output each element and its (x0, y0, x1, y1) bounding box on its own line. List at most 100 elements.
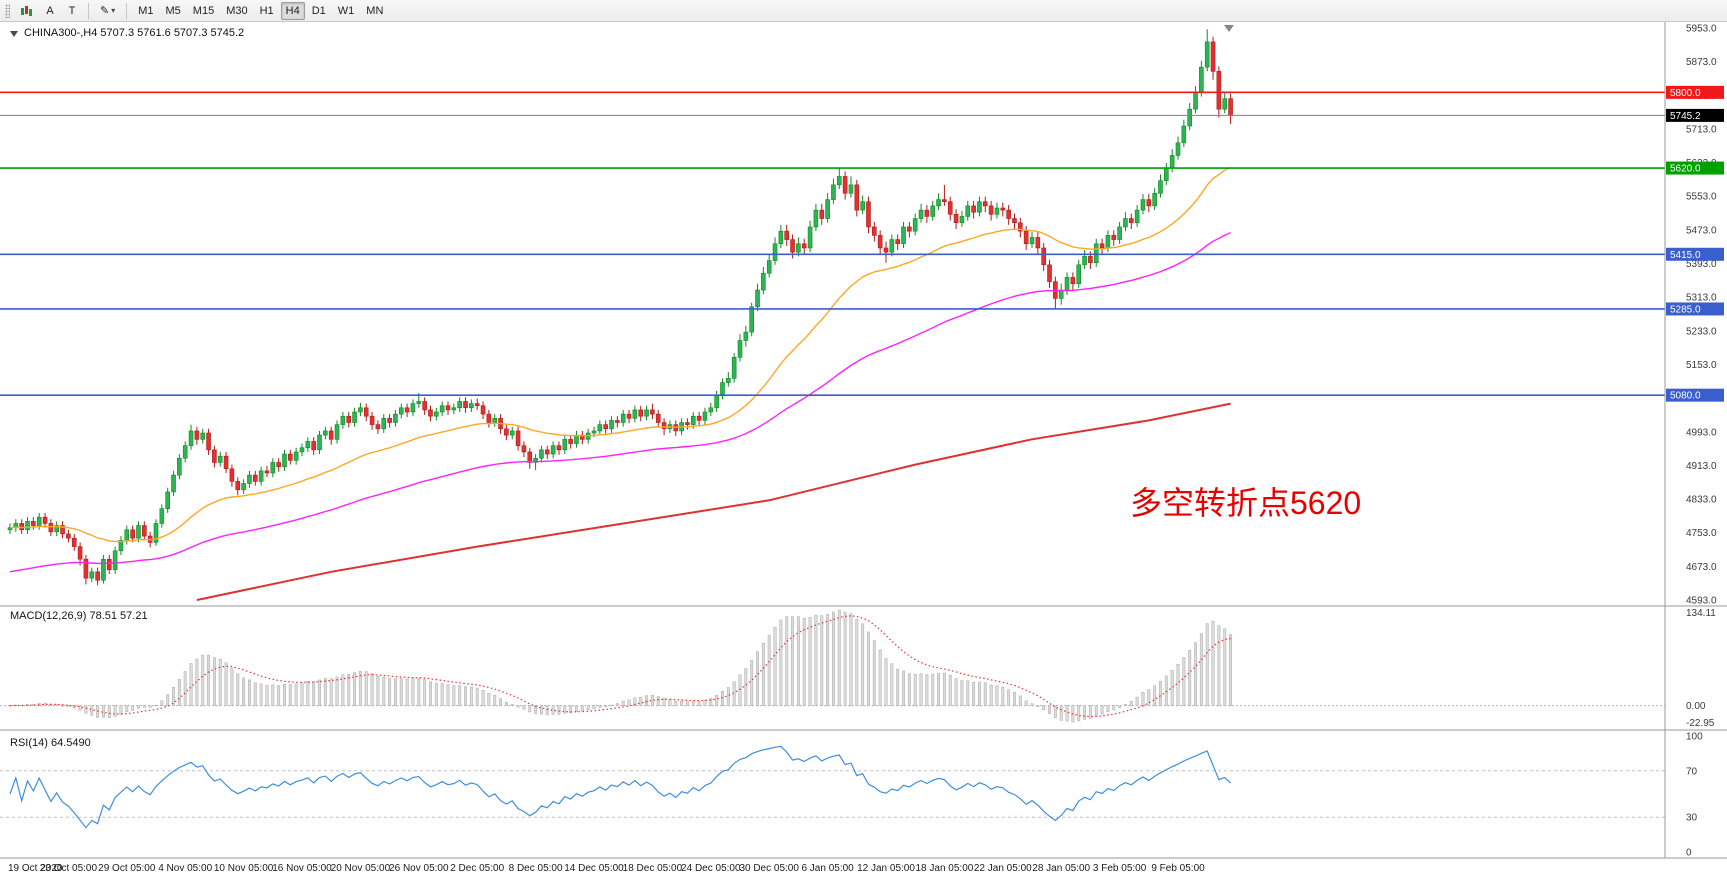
candle (761, 266, 766, 295)
timeframe-button-w1[interactable]: W1 (333, 2, 360, 20)
candle (106, 554, 112, 574)
candle (1082, 250, 1087, 269)
trendline-tool-button[interactable]: T (62, 2, 82, 20)
candle (19, 519, 24, 534)
price-chart-canvas[interactable]: CHINA300-,H4 5707.3 5761.6 5707.3 5745.2… (0, 22, 1727, 883)
candle (305, 437, 311, 452)
candle (655, 409, 661, 428)
timeframe-button-mn[interactable]: MN (361, 2, 388, 20)
candle (171, 470, 176, 497)
text-annotation-button[interactable]: A (40, 2, 60, 20)
candle (620, 409, 626, 427)
candle (988, 200, 994, 221)
candle (907, 221, 912, 238)
timeframe-button-h4[interactable]: H4 (280, 1, 305, 20)
candle (708, 402, 714, 417)
candle (323, 426, 328, 440)
candle (276, 458, 281, 472)
price-tag-5415.0: 5415.0 (1666, 247, 1724, 261)
macd-indicator-label: MACD(12,26,9) 78.51 57.21 (10, 610, 148, 622)
toolbar-drag-handle[interactable] (5, 3, 10, 18)
candle (288, 449, 293, 465)
toolbar: A T ✎ ▾ M1 M5 M15 M30 H1 H4 D1 W1 MN (0, 0, 1727, 22)
price-axis-label: 5153.0 (1686, 360, 1717, 371)
candle (469, 399, 474, 412)
candle (772, 237, 778, 265)
svg-text:5285.0: 5285.0 (1670, 304, 1701, 315)
candle (994, 202, 1000, 219)
timeframe-button-d1[interactable]: D1 (307, 2, 331, 20)
candlesticks (7, 29, 1233, 586)
candle (223, 451, 229, 473)
timeframe-button-m30[interactable]: M30 (221, 2, 252, 20)
candle (71, 533, 77, 551)
chart-annotation[interactable]: 多空转折点5620 (1130, 485, 1361, 521)
timeframe-button-group: M1 M5 M15 M30 H1 H4 D1 W1 MN (132, 1, 389, 20)
candle (247, 470, 252, 488)
candle (959, 210, 965, 227)
candle (317, 430, 322, 455)
candle (293, 447, 299, 465)
price-axis-label: 4833.0 (1686, 495, 1717, 506)
timeframe-button-m1[interactable]: M1 (133, 2, 158, 20)
rsi-axis-label: 0 (1686, 848, 1692, 859)
candle (13, 519, 19, 532)
toolbar-separator (126, 2, 128, 19)
price-tag-5080.0: 5080.0 (1666, 388, 1724, 402)
candle (340, 411, 346, 429)
candle (1158, 174, 1163, 198)
candle (130, 525, 135, 543)
candle (702, 407, 708, 425)
candle (574, 430, 579, 448)
candle (346, 411, 352, 428)
price-axis-label: 4753.0 (1686, 528, 1717, 539)
candle (504, 424, 509, 441)
candle (942, 184, 947, 206)
candle (673, 420, 679, 436)
candle (1058, 283, 1064, 305)
candle (1134, 205, 1140, 227)
candlestick-chart-icon (21, 5, 33, 17)
price-axis-label: 5953.0 (1686, 24, 1717, 35)
candle (714, 390, 719, 412)
chart-type-button[interactable] (16, 2, 38, 20)
price-tag-5285.0: 5285.0 (1666, 302, 1724, 316)
price-axis-label: 4993.0 (1686, 427, 1717, 438)
date-axis-label: 9 Feb 05:00 (1151, 863, 1205, 874)
date-axis-label: 10 Nov 05:00 (214, 863, 274, 874)
candle (737, 334, 743, 362)
candle (428, 405, 433, 422)
timeframe-button-h1[interactable]: H1 (255, 2, 279, 20)
draw-tool-button[interactable]: ✎ ▾ (95, 2, 120, 20)
candle (89, 567, 95, 583)
candle (1099, 238, 1105, 255)
candle (632, 405, 638, 423)
candle (334, 420, 340, 444)
candle (1140, 194, 1146, 215)
date-axis-label: 19 Oct 2020 (8, 863, 63, 874)
symbol-quote-line: CHINA300-,H4 5707.3 5761.6 5707.3 5745.2 (24, 27, 244, 39)
candle (393, 409, 398, 427)
candle (562, 435, 568, 455)
timeframe-button-m5[interactable]: M5 (161, 2, 186, 20)
candle (1064, 272, 1070, 296)
toolbar-separator (88, 2, 89, 19)
candle (445, 401, 451, 415)
candle (7, 523, 13, 534)
candle (31, 517, 36, 530)
candle (597, 420, 603, 436)
candle (252, 470, 258, 486)
price-tag-5800.0: 5800.0 (1666, 85, 1724, 99)
candle (328, 426, 334, 445)
candle (463, 397, 468, 413)
svg-text:5415.0: 5415.0 (1670, 250, 1701, 261)
candle (1117, 221, 1122, 244)
candle (895, 234, 900, 251)
candle (971, 200, 976, 219)
ma-mid-line (9, 231, 1231, 573)
timeframe-button-m15[interactable]: M15 (188, 2, 219, 20)
candle (480, 401, 486, 420)
candle (696, 411, 702, 426)
symbol-marker-icon (10, 31, 18, 37)
price-tag-5620.0: 5620.0 (1666, 161, 1724, 175)
